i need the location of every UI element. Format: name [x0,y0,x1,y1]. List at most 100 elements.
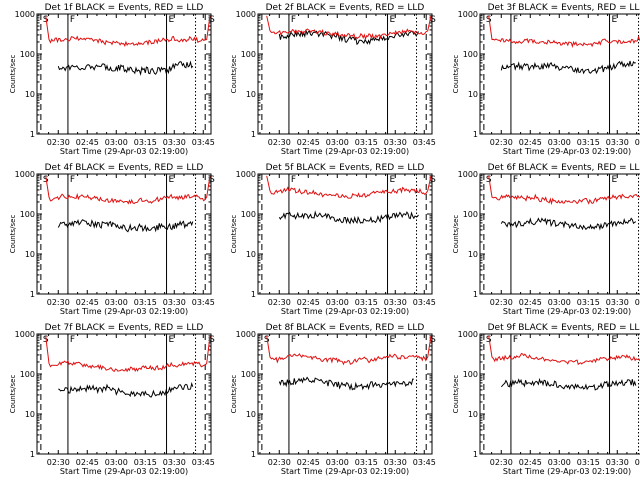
marker-label: S [209,335,215,345]
marker-label: F [513,175,518,185]
events-series-line [500,60,636,75]
x-tick-label: 02:45 [76,138,99,147]
x-axis-label: Start Time (29-Apr-03 02:19:00) [503,307,631,316]
lld-series-line [266,15,432,41]
detector-panel: Det 3f BLACK = Events, RED = LLD 1 10 100 10… [452,3,640,156]
x-tick-label: 03:00 [548,298,571,307]
y-tick-label: 1000 [458,330,478,339]
x-tick-label: 03:30 [163,138,186,147]
y-tick-label: 10 [246,250,256,259]
x-tick-label: 03:00 [105,298,128,307]
y-tick-label: 10 [246,410,256,419]
events-series-line [500,217,637,231]
x-tick-label: 02:30 [268,458,291,467]
detector-panel: Det 2f BLACK = Events, RED = LLD 1 10 100 10… [230,3,436,156]
y-axis-label: Counts/sec [9,215,17,254]
plot-frame [479,333,640,455]
y-tick-label: 1 [473,290,478,299]
y-tick-label: 100 [20,50,35,59]
y-tick-label: 1 [30,450,35,459]
marker-label: F [70,15,75,25]
x-tick-label: 02:30 [268,298,291,307]
x-tick-label: 03:45 [635,458,640,467]
x-tick-label: 03:30 [606,458,629,467]
marker-label: F [70,175,75,185]
x-tick-label: 03:00 [326,298,349,307]
plot-frame [36,333,212,455]
x-tick-label: 03:45 [635,298,640,307]
x-tick-label: 03:00 [548,458,571,467]
y-axis-label: Counts/sec [230,375,238,414]
lld-series-line [45,335,211,373]
detector-panel: Det 4f BLACK = Events, RED = LLD 1 10 100 10… [9,163,215,316]
x-tick-label: 03:15 [355,138,378,147]
x-axis-label: Start Time (29-Apr-03 02:19:00) [60,147,188,156]
x-tick-label: 02:45 [297,298,320,307]
lld-series-line [266,175,432,199]
marker-label: E [169,335,175,345]
x-tick-label: 02:30 [47,298,70,307]
marker-label: S [430,175,436,185]
marker-label: E [612,335,618,345]
x-tick-label: 03:45 [192,298,215,307]
y-tick-label: 1 [30,130,35,139]
plot-frame [36,13,212,135]
y-tick-label: 1000 [15,170,35,179]
x-tick-label: 03:15 [577,458,600,467]
chart-title: Det 7f BLACK = Events, RED = LLD [45,323,204,333]
events-series-line [500,377,637,391]
plot-frame [257,13,433,135]
x-tick-label: 03:15 [134,458,157,467]
lld-series-line [266,335,432,366]
x-tick-label: 03:15 [134,298,157,307]
y-tick-label: 1 [30,290,35,299]
x-tick-label: 03:30 [606,138,629,147]
y-tick-label: 1 [473,450,478,459]
detector-panel: Det 5f BLACK = Events, RED = LLD 1 10 100 10… [230,163,436,316]
x-tick-label: 03:30 [163,458,186,467]
marker-label: E [169,175,175,185]
marker-label: F [291,335,296,345]
x-tick-label: 03:15 [134,138,157,147]
y-tick-label: 10 [468,90,478,99]
marker-label: S [430,335,436,345]
x-tick-label: 02:30 [268,138,291,147]
y-axis-label: Counts/sec [9,55,17,94]
chart-title: Det 5f BLACK = Events, RED = LLD [266,163,425,173]
y-tick-label: 1 [473,130,478,139]
x-tick-label: 03:30 [384,298,407,307]
marker-label: S [430,15,436,25]
x-tick-label: 03:45 [413,138,436,147]
x-tick-label: 03:45 [413,458,436,467]
y-tick-label: 10 [468,250,478,259]
y-axis-label: Counts/sec [9,375,17,414]
y-tick-label: 1000 [236,330,256,339]
x-tick-label: 02:30 [490,298,513,307]
y-tick-label: 100 [463,210,478,219]
x-tick-label: 03:00 [105,458,128,467]
y-tick-label: 100 [241,370,256,379]
x-axis-label: Start Time (29-Apr-03 02:19:00) [281,147,409,156]
y-tick-label: 100 [20,370,35,379]
y-tick-label: 100 [20,210,35,219]
x-tick-label: 02:30 [490,138,513,147]
x-tick-label: 03:45 [192,138,215,147]
plot-frame [257,173,433,295]
y-tick-label: 10 [25,90,35,99]
y-tick-label: 100 [463,50,478,59]
y-tick-label: 1 [251,450,256,459]
chart-title: Det 2f BLACK = Events, RED = LLD [266,3,425,13]
y-tick-label: 1000 [15,330,35,339]
y-tick-label: 1 [251,130,256,139]
detector-panel: Det 1f BLACK = Events, RED = LLD 1 10 100 10… [9,3,215,156]
y-axis-label: Counts/sec [452,215,460,254]
x-tick-label: 03:15 [577,298,600,307]
plot-frame [479,173,640,295]
marker-label: F [513,335,518,345]
x-tick-label: 03:45 [413,298,436,307]
y-tick-label: 100 [241,210,256,219]
y-tick-label: 1000 [236,10,256,19]
x-tick-label: 02:30 [490,458,513,467]
x-axis-label: Start Time (29-Apr-03 02:19:00) [503,467,631,476]
